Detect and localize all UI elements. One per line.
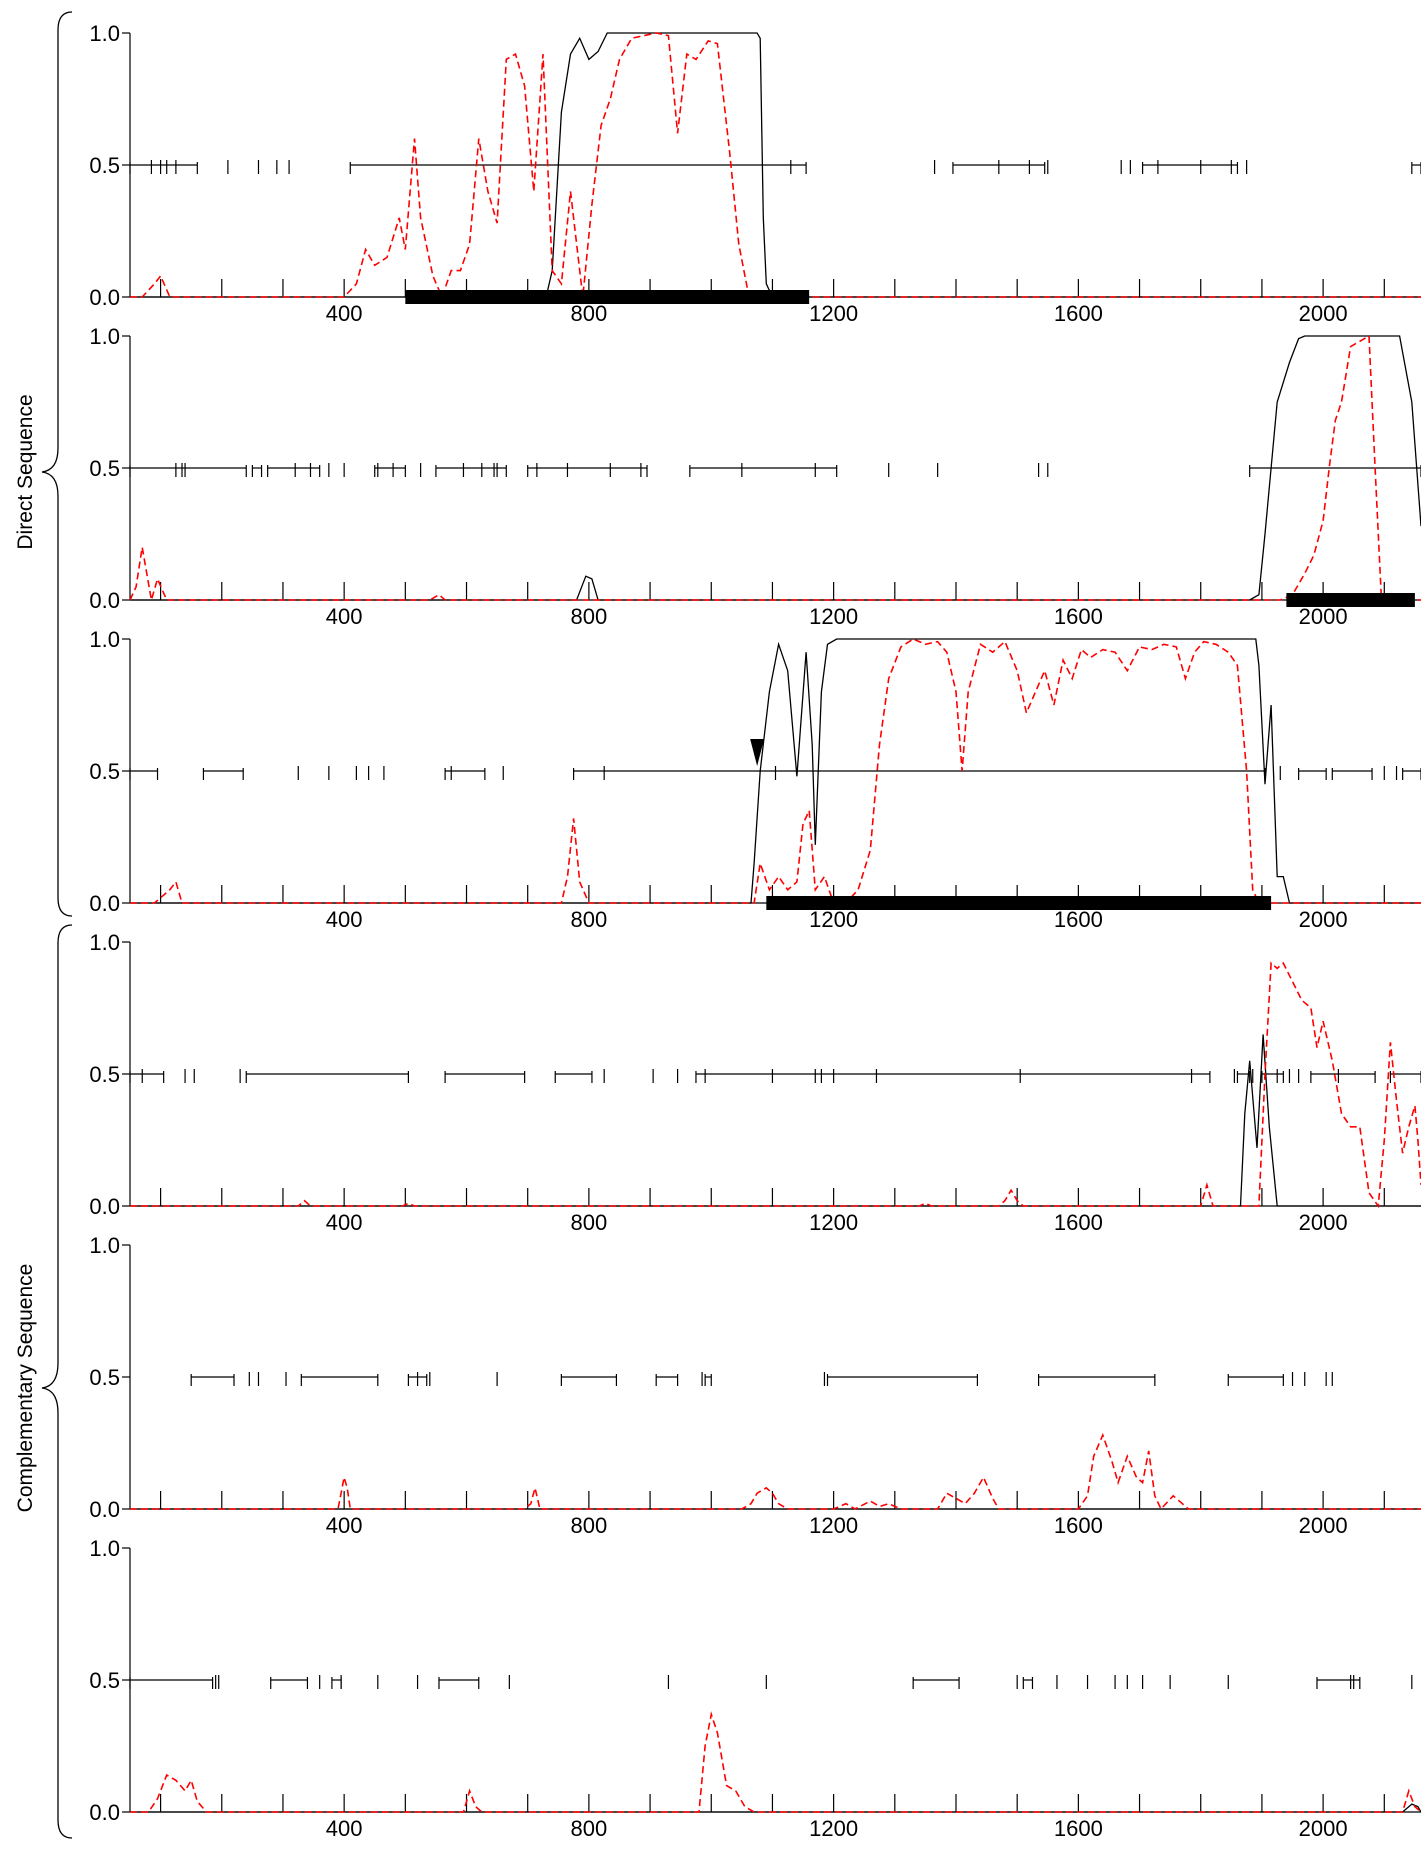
x-tick-label: 800 xyxy=(571,301,608,326)
y-tick-label: 0.0 xyxy=(89,1194,120,1219)
y-tick-label: 0.0 xyxy=(89,1800,120,1825)
black-curve xyxy=(130,638,1421,904)
x-tick-label: 1200 xyxy=(809,1210,858,1235)
annotation-bar xyxy=(405,290,810,304)
red-curve xyxy=(130,32,1421,300)
annotation-bar xyxy=(766,896,1272,910)
y-tick-label: 1.0 xyxy=(89,930,120,955)
panel-5: 0.0 0.5 1.0 400 800 1200 1600 2000 xyxy=(89,1233,1421,1538)
panels: 0.0 0.5 1.0 400 800 1200 1600 2000 0.0 0.5 1.0 400 8… xyxy=(89,21,1421,1841)
group-label-direct: Direct Sequence xyxy=(14,394,37,549)
x-tick-label: 400 xyxy=(326,301,363,326)
annotation-bar xyxy=(1286,593,1415,607)
x-tick-label: 400 xyxy=(326,1816,363,1841)
x-tick-label: 1600 xyxy=(1054,1210,1103,1235)
y-tick-label: 1.0 xyxy=(89,627,120,652)
x-tick-label: 2000 xyxy=(1299,907,1348,932)
brace-direct-path xyxy=(41,11,73,917)
x-tick-label: 1600 xyxy=(1054,1513,1103,1538)
black-curve xyxy=(130,1803,1421,1813)
brace-direct: Direct Sequence xyxy=(14,11,73,917)
red-curve xyxy=(130,638,1421,904)
y-tick-label: 0.5 xyxy=(89,1062,120,1087)
x-tick-label: 800 xyxy=(571,907,608,932)
x-tick-label: 1600 xyxy=(1054,907,1103,932)
x-tick-label: 800 xyxy=(571,1210,608,1235)
red-curve xyxy=(130,1711,1421,1813)
y-tick-label: 0.5 xyxy=(89,1668,120,1693)
x-tick-label: 1200 xyxy=(809,604,858,629)
black-curve xyxy=(130,1034,1421,1207)
x-tick-label: 400 xyxy=(326,1210,363,1235)
x-tick-label: 1200 xyxy=(809,907,858,932)
x-tick-label: 1600 xyxy=(1054,301,1103,326)
x-tick-label: 800 xyxy=(571,1816,608,1841)
y-tick-label: 0.5 xyxy=(89,1365,120,1390)
panel-3: 0.0 0.5 1.0 400 800 1200 1600 2000 xyxy=(89,627,1421,932)
x-tick-label: 2000 xyxy=(1299,1210,1348,1235)
x-tick-label: 2000 xyxy=(1299,604,1348,629)
x-tick-label: 400 xyxy=(326,604,363,629)
x-tick-label: 800 xyxy=(571,1513,608,1538)
x-tick-label: 400 xyxy=(326,907,363,932)
y-tick-label: 1.0 xyxy=(89,324,120,349)
y-tick-label: 0.0 xyxy=(89,1497,120,1522)
panel-6: 0.0 0.5 1.0 400 800 1200 1600 2000 xyxy=(89,1536,1421,1841)
x-tick-label: 1200 xyxy=(809,301,858,326)
y-tick-label: 1.0 xyxy=(89,1233,120,1258)
x-tick-label: 1600 xyxy=(1054,604,1103,629)
brace-complementary-path xyxy=(41,924,73,1839)
x-tick-label: 2000 xyxy=(1299,1816,1348,1841)
y-tick-label: 1.0 xyxy=(89,1536,120,1561)
y-tick-label: 0.5 xyxy=(89,153,120,178)
black-curve xyxy=(130,335,1421,601)
panel-1: 0.0 0.5 1.0 400 800 1200 1600 2000 xyxy=(89,21,1421,326)
y-tick-label: 1.0 xyxy=(89,21,120,46)
x-tick-label: 2000 xyxy=(1299,1513,1348,1538)
y-tick-label: 0.0 xyxy=(89,285,120,310)
y-tick-label: 0.0 xyxy=(89,588,120,613)
panel-4: 0.0 0.5 1.0 400 800 1200 1600 2000 xyxy=(89,930,1421,1235)
y-tick-label: 0.5 xyxy=(89,759,120,784)
triangle-marker xyxy=(750,739,765,766)
x-tick-label: 1200 xyxy=(809,1816,858,1841)
red-curve xyxy=(129,334,1421,601)
brace-complementary: Complementary Sequence xyxy=(14,924,73,1839)
y-tick-label: 0.0 xyxy=(89,891,120,916)
x-tick-label: 1200 xyxy=(809,1513,858,1538)
red-curve xyxy=(130,961,1421,1209)
panel-2: 0.0 0.5 1.0 400 800 1200 1600 2000 xyxy=(89,324,1421,629)
x-tick-label: 2000 xyxy=(1299,301,1348,326)
y-tick-label: 0.5 xyxy=(89,456,120,481)
black-curve xyxy=(130,32,1421,298)
x-tick-label: 800 xyxy=(571,604,608,629)
x-tick-label: 400 xyxy=(326,1513,363,1538)
red-curve xyxy=(130,1432,1421,1511)
group-label-complementary: Complementary Sequence xyxy=(14,1264,37,1513)
x-tick-label: 1600 xyxy=(1054,1816,1103,1841)
